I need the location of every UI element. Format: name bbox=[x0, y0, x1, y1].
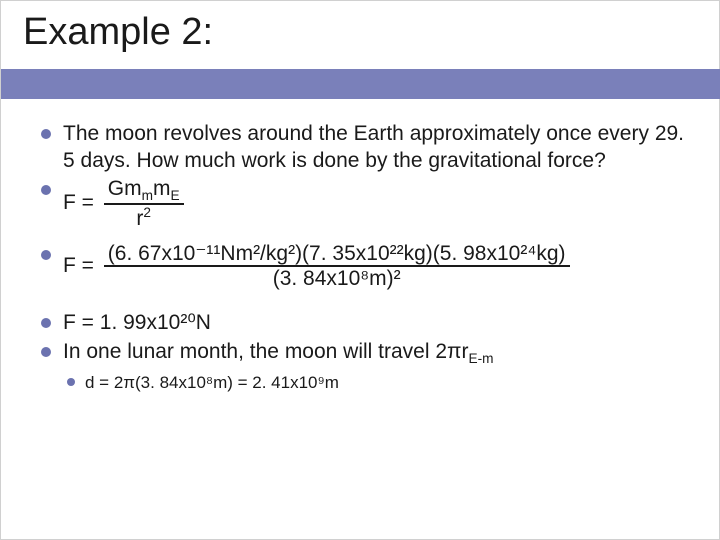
formula-prefix: F = bbox=[63, 190, 94, 217]
text: d = 2π(3. 84x10⁸m) = 2. 41x10⁹m bbox=[85, 373, 339, 392]
bullet-problem-statement: The moon revolves around the Earth appro… bbox=[37, 121, 689, 175]
fraction: GmmmE r2 bbox=[104, 177, 184, 230]
slide: Example 2: The moon revolves around the … bbox=[0, 0, 720, 540]
numerator: GmmmE bbox=[104, 177, 184, 205]
bullet-list: The moon revolves around the Earth appro… bbox=[37, 121, 689, 394]
bullet-distance-statement: In one lunar month, the moon will travel… bbox=[37, 339, 689, 394]
numerator: (6. 67x10⁻¹¹Nm²/kg²)(7. 35x10²²kg)(5. 98… bbox=[104, 242, 570, 267]
text: The moon revolves around the Earth appro… bbox=[63, 122, 684, 172]
denominator: r2 bbox=[104, 205, 184, 230]
text: F = 1. 99x10²⁰N bbox=[63, 311, 211, 334]
sub-bullet-list: d = 2π(3. 84x10⁸m) = 2. 41x10⁹m bbox=[63, 372, 689, 394]
bullet-formula-numeric: F = (6. 67x10⁻¹¹Nm²/kg²)(7. 35x10²²kg)(5… bbox=[37, 242, 689, 290]
formula-prefix: F = bbox=[63, 253, 94, 280]
bullet-formula-symbolic: F = GmmmE r2 bbox=[37, 177, 689, 230]
slide-body: The moon revolves around the Earth appro… bbox=[37, 121, 689, 396]
denominator: (3. 84x10⁸m)² bbox=[104, 267, 570, 290]
bullet-result-force: F = 1. 99x10²⁰N bbox=[37, 310, 689, 337]
fraction: (6. 67x10⁻¹¹Nm²/kg²)(7. 35x10²²kg)(5. 98… bbox=[104, 242, 570, 290]
sub-bullet-distance-calc: d = 2π(3. 84x10⁸m) = 2. 41x10⁹m bbox=[63, 372, 689, 394]
text: In one lunar month, the moon will travel… bbox=[63, 340, 494, 363]
slide-title: Example 2: bbox=[23, 11, 219, 54]
header-accent-band bbox=[1, 69, 720, 99]
